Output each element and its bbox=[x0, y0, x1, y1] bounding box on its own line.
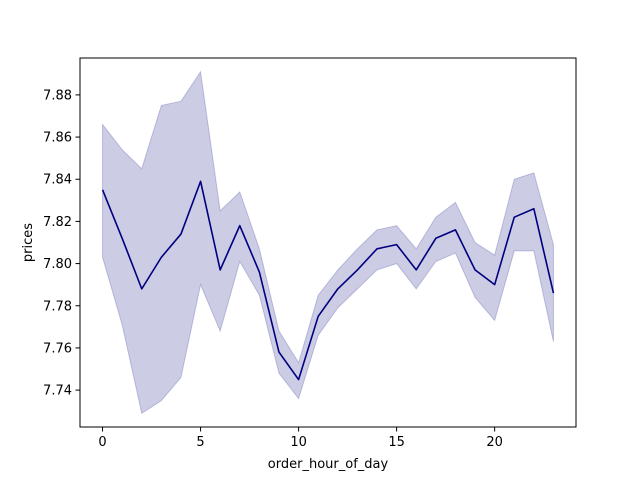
plot-frame bbox=[79, 57, 577, 428]
x-tick-label: 5 bbox=[196, 435, 204, 450]
y-tick-label: 7.80 bbox=[43, 257, 72, 272]
x-tick-label: 20 bbox=[486, 435, 503, 450]
y-tick-label: 7.78 bbox=[43, 299, 72, 314]
y-axis: 7.74 7.76 7.78 7.80 7.82 7.84 7.86 7.88 bbox=[43, 88, 80, 399]
y-tick-label: 7.76 bbox=[43, 341, 72, 356]
x-tick-label: 0 bbox=[98, 435, 106, 450]
series-line bbox=[101, 180, 555, 381]
y-tick-label: 7.82 bbox=[43, 215, 72, 230]
x-tick-label: 15 bbox=[388, 435, 405, 450]
y-axis-label: prices bbox=[21, 223, 36, 262]
confidence-band bbox=[102, 70, 554, 415]
y-tick-label: 7.86 bbox=[43, 131, 72, 146]
y-tick-label: 7.74 bbox=[43, 384, 72, 399]
x-axis: 0 5 10 15 20 bbox=[98, 427, 503, 450]
plot-area bbox=[79, 57, 577, 428]
y-tick-label: 7.88 bbox=[43, 88, 72, 103]
x-tick-label: 10 bbox=[290, 435, 307, 450]
x-axis-label: order_hour_of_day bbox=[268, 457, 389, 472]
y-tick-label: 7.84 bbox=[43, 173, 72, 188]
